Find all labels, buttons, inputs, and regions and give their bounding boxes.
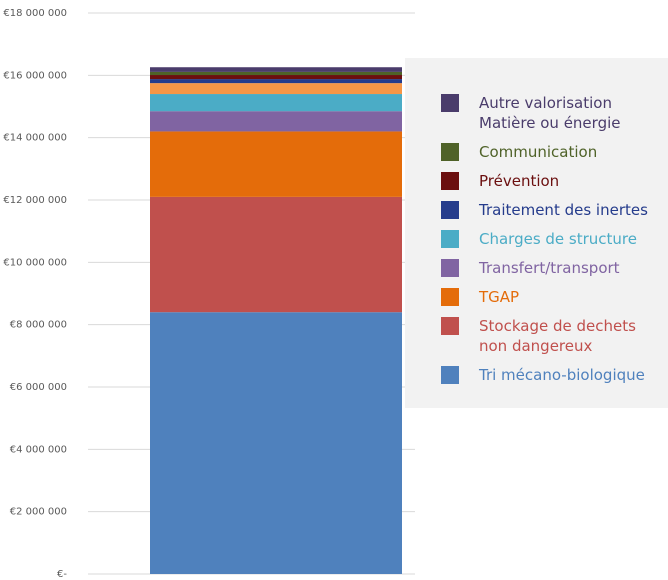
legend-swatch bbox=[441, 201, 459, 219]
legend-swatch bbox=[441, 143, 459, 161]
legend-entry: Prévention bbox=[441, 171, 668, 191]
y-tick-label: €- bbox=[57, 569, 67, 580]
bar-segment bbox=[150, 79, 402, 84]
bar-segment bbox=[150, 131, 402, 197]
legend-swatch bbox=[441, 366, 459, 384]
legend-entry: Communication bbox=[441, 142, 668, 162]
legend-label: Stockage de dechets non dangereux bbox=[479, 317, 636, 355]
legend-label: Prévention bbox=[479, 172, 560, 190]
legend-entry: Traitement des inertes bbox=[441, 200, 668, 220]
y-tick-label: €18 000 000 bbox=[3, 8, 67, 19]
y-tick-label: €14 000 000 bbox=[3, 133, 67, 144]
legend: Autre valorisation Matière ou énergie Com… bbox=[405, 58, 668, 408]
legend-entry: Transfert/transport bbox=[441, 258, 668, 278]
legend-entry: Charges de structure bbox=[441, 229, 668, 249]
legend-swatch bbox=[441, 230, 459, 248]
legend-label: Transfert/transport bbox=[479, 259, 620, 277]
y-tick-label: €2 000 000 bbox=[10, 507, 67, 518]
bar-segment bbox=[150, 196, 402, 313]
legend-swatch bbox=[441, 317, 459, 335]
legend-label: TGAP bbox=[479, 288, 520, 306]
bar-segment bbox=[150, 312, 402, 574]
bar-segment bbox=[150, 71, 402, 76]
y-tick-label: €8 000 000 bbox=[10, 320, 67, 331]
y-tick-label: €16 000 000 bbox=[3, 70, 67, 81]
legend-entry: Tri mécano-biologique bbox=[441, 365, 668, 385]
legend-swatch bbox=[441, 172, 459, 190]
y-tick-label: €6 000 000 bbox=[10, 382, 67, 393]
legend-label: Communication bbox=[479, 143, 598, 161]
legend-entry: Autre valorisation Matière ou énergie bbox=[441, 93, 668, 133]
bar-segment bbox=[150, 111, 402, 132]
legend-swatch bbox=[441, 288, 459, 306]
legend-entry: TGAP bbox=[441, 287, 668, 307]
y-tick-label: €10 000 000 bbox=[3, 257, 67, 268]
legend-swatch bbox=[441, 94, 459, 112]
legend-label: Autre valorisation Matière ou énergie bbox=[479, 94, 621, 132]
bar-segment bbox=[150, 67, 402, 72]
legend-swatch bbox=[441, 259, 459, 277]
legend-label: Charges de structure bbox=[479, 230, 637, 248]
legend-label: Tri mécano-biologique bbox=[479, 366, 645, 384]
y-tick-label: €4 000 000 bbox=[10, 444, 67, 455]
y-tick-label: €12 000 000 bbox=[3, 195, 67, 206]
bar-segment bbox=[150, 94, 402, 112]
bar-segment bbox=[150, 83, 402, 95]
legend-entry: Stockage de dechets non dangereux bbox=[441, 316, 668, 356]
legend-label: Traitement des inertes bbox=[479, 201, 648, 219]
bar-segment bbox=[150, 75, 402, 80]
